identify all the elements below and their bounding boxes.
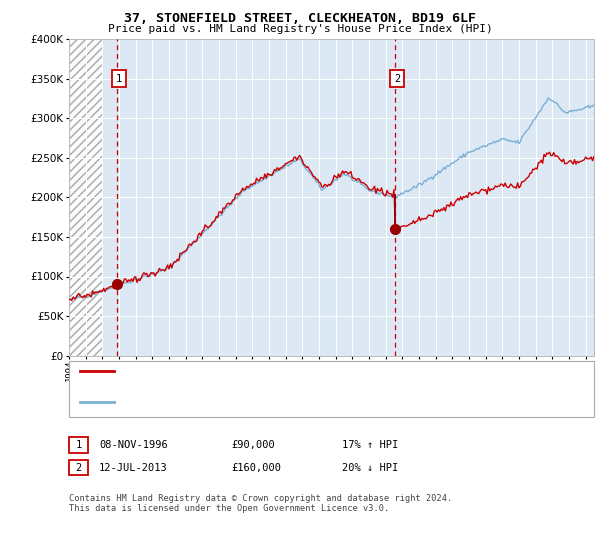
Text: Price paid vs. HM Land Registry's House Price Index (HPI): Price paid vs. HM Land Registry's House … bbox=[107, 24, 493, 34]
Text: 20% ↓ HPI: 20% ↓ HPI bbox=[342, 463, 398, 473]
Text: £90,000: £90,000 bbox=[231, 440, 275, 450]
Text: 1: 1 bbox=[116, 74, 122, 84]
Text: 17% ↑ HPI: 17% ↑ HPI bbox=[342, 440, 398, 450]
Text: 1: 1 bbox=[76, 440, 82, 450]
Text: £160,000: £160,000 bbox=[231, 463, 281, 473]
Text: 37, STONEFIELD STREET, CLECKHEATON, BD19 6LF: 37, STONEFIELD STREET, CLECKHEATON, BD19… bbox=[124, 12, 476, 25]
Text: 2: 2 bbox=[394, 74, 400, 84]
Text: 12-JUL-2013: 12-JUL-2013 bbox=[99, 463, 168, 473]
Text: 2: 2 bbox=[76, 463, 82, 473]
Text: 08-NOV-1996: 08-NOV-1996 bbox=[99, 440, 168, 450]
Text: Contains HM Land Registry data © Crown copyright and database right 2024.
This d: Contains HM Land Registry data © Crown c… bbox=[69, 494, 452, 514]
Text: 37, STONEFIELD STREET, CLECKHEATON, BD19 6LF (detached house): 37, STONEFIELD STREET, CLECKHEATON, BD19… bbox=[120, 366, 478, 376]
Text: HPI: Average price, detached house, Kirklees: HPI: Average price, detached house, Kirk… bbox=[120, 396, 379, 407]
Bar bbox=[69, 39, 103, 356]
